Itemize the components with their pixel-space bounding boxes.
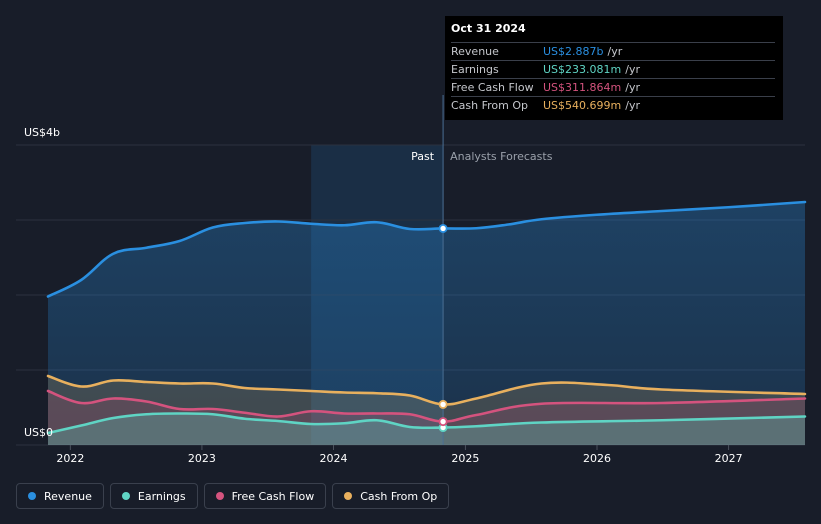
tooltip-row-unit: /yr bbox=[625, 99, 640, 112]
legend-dot-icon bbox=[28, 492, 36, 500]
tooltip-date: Oct 31 2024 bbox=[451, 22, 775, 43]
cash-from-op-area bbox=[48, 376, 805, 445]
x-tick-label: 2026 bbox=[583, 452, 611, 465]
legend-item-cash-from-op[interactable]: Cash From Op bbox=[332, 483, 450, 509]
x-tick-label: 2023 bbox=[188, 452, 216, 465]
y-axis-top-label: US$4b bbox=[24, 126, 60, 139]
revenue-line bbox=[46, 200, 807, 298]
revenue-marker bbox=[438, 223, 448, 233]
legend-item-free-cash-flow[interactable]: Free Cash Flow bbox=[203, 483, 327, 509]
tooltip-rows: Revenue US$2.887b/yr Earnings US$233.081m/y… bbox=[451, 43, 775, 114]
tooltip-row-value: US$311.864m bbox=[543, 81, 622, 94]
data-tooltip: Oct 31 2024 Revenue US$2.887b/yr Earnings U… bbox=[445, 16, 783, 120]
x-tick-label: 2027 bbox=[715, 452, 743, 465]
legend-dot-icon bbox=[121, 492, 130, 500]
past-label: Past bbox=[411, 150, 435, 163]
x-tick-label: 2022 bbox=[56, 452, 84, 465]
legend-label: Earnings bbox=[137, 489, 186, 503]
tooltip-row-unit: /yr bbox=[607, 45, 623, 58]
tooltip-row-value: US$233.081m bbox=[543, 63, 622, 76]
tooltip-row-label: Revenue bbox=[451, 45, 499, 58]
cash-from-op-marker bbox=[438, 399, 448, 409]
tooltip-row-label: Free Cash Flow bbox=[451, 81, 534, 94]
legend-label: Revenue bbox=[44, 489, 92, 503]
free-cash-flow-line bbox=[46, 389, 807, 423]
cash-from-op-line bbox=[46, 374, 807, 406]
free-cash-flow-area bbox=[48, 391, 805, 445]
legend-item-revenue[interactable]: Revenue bbox=[16, 483, 104, 509]
chart-legend: Revenue Earnings Free Cash Flow Cash From O… bbox=[16, 483, 450, 511]
tooltip-row-unit: /yr bbox=[625, 81, 640, 94]
earnings-line bbox=[46, 412, 807, 435]
y-axis-bottom-label: US$0 bbox=[24, 426, 53, 439]
legend-item-earnings[interactable]: Earnings bbox=[109, 483, 198, 509]
tooltip-row-value: US$540.699m bbox=[543, 99, 622, 112]
forecast-label: Analysts Forecasts bbox=[450, 150, 553, 163]
tooltip-row: Free Cash Flow US$311.864m/yr bbox=[451, 79, 775, 97]
tooltip-row: Earnings US$233.081m/yr bbox=[451, 61, 775, 79]
tooltip-row-unit: /yr bbox=[625, 63, 640, 76]
x-tick-label: 2024 bbox=[319, 452, 347, 465]
tooltip-row-value: US$2.887b bbox=[543, 45, 604, 58]
legend-label: Free Cash Flow bbox=[231, 489, 315, 503]
tooltip-row-label: Cash From Op bbox=[451, 99, 529, 112]
free-cash-flow-marker bbox=[438, 417, 448, 427]
tooltip-row: Revenue US$2.887b/yr bbox=[451, 43, 775, 61]
tooltip-row: Cash From Op US$540.699m/yr bbox=[451, 97, 775, 114]
x-tick-label: 2025 bbox=[451, 452, 479, 465]
legend-dot-icon bbox=[215, 492, 224, 500]
legend-dot-icon bbox=[344, 492, 353, 500]
legend-label: Cash From Op bbox=[360, 489, 438, 503]
tooltip-row-label: Earnings bbox=[451, 63, 499, 76]
